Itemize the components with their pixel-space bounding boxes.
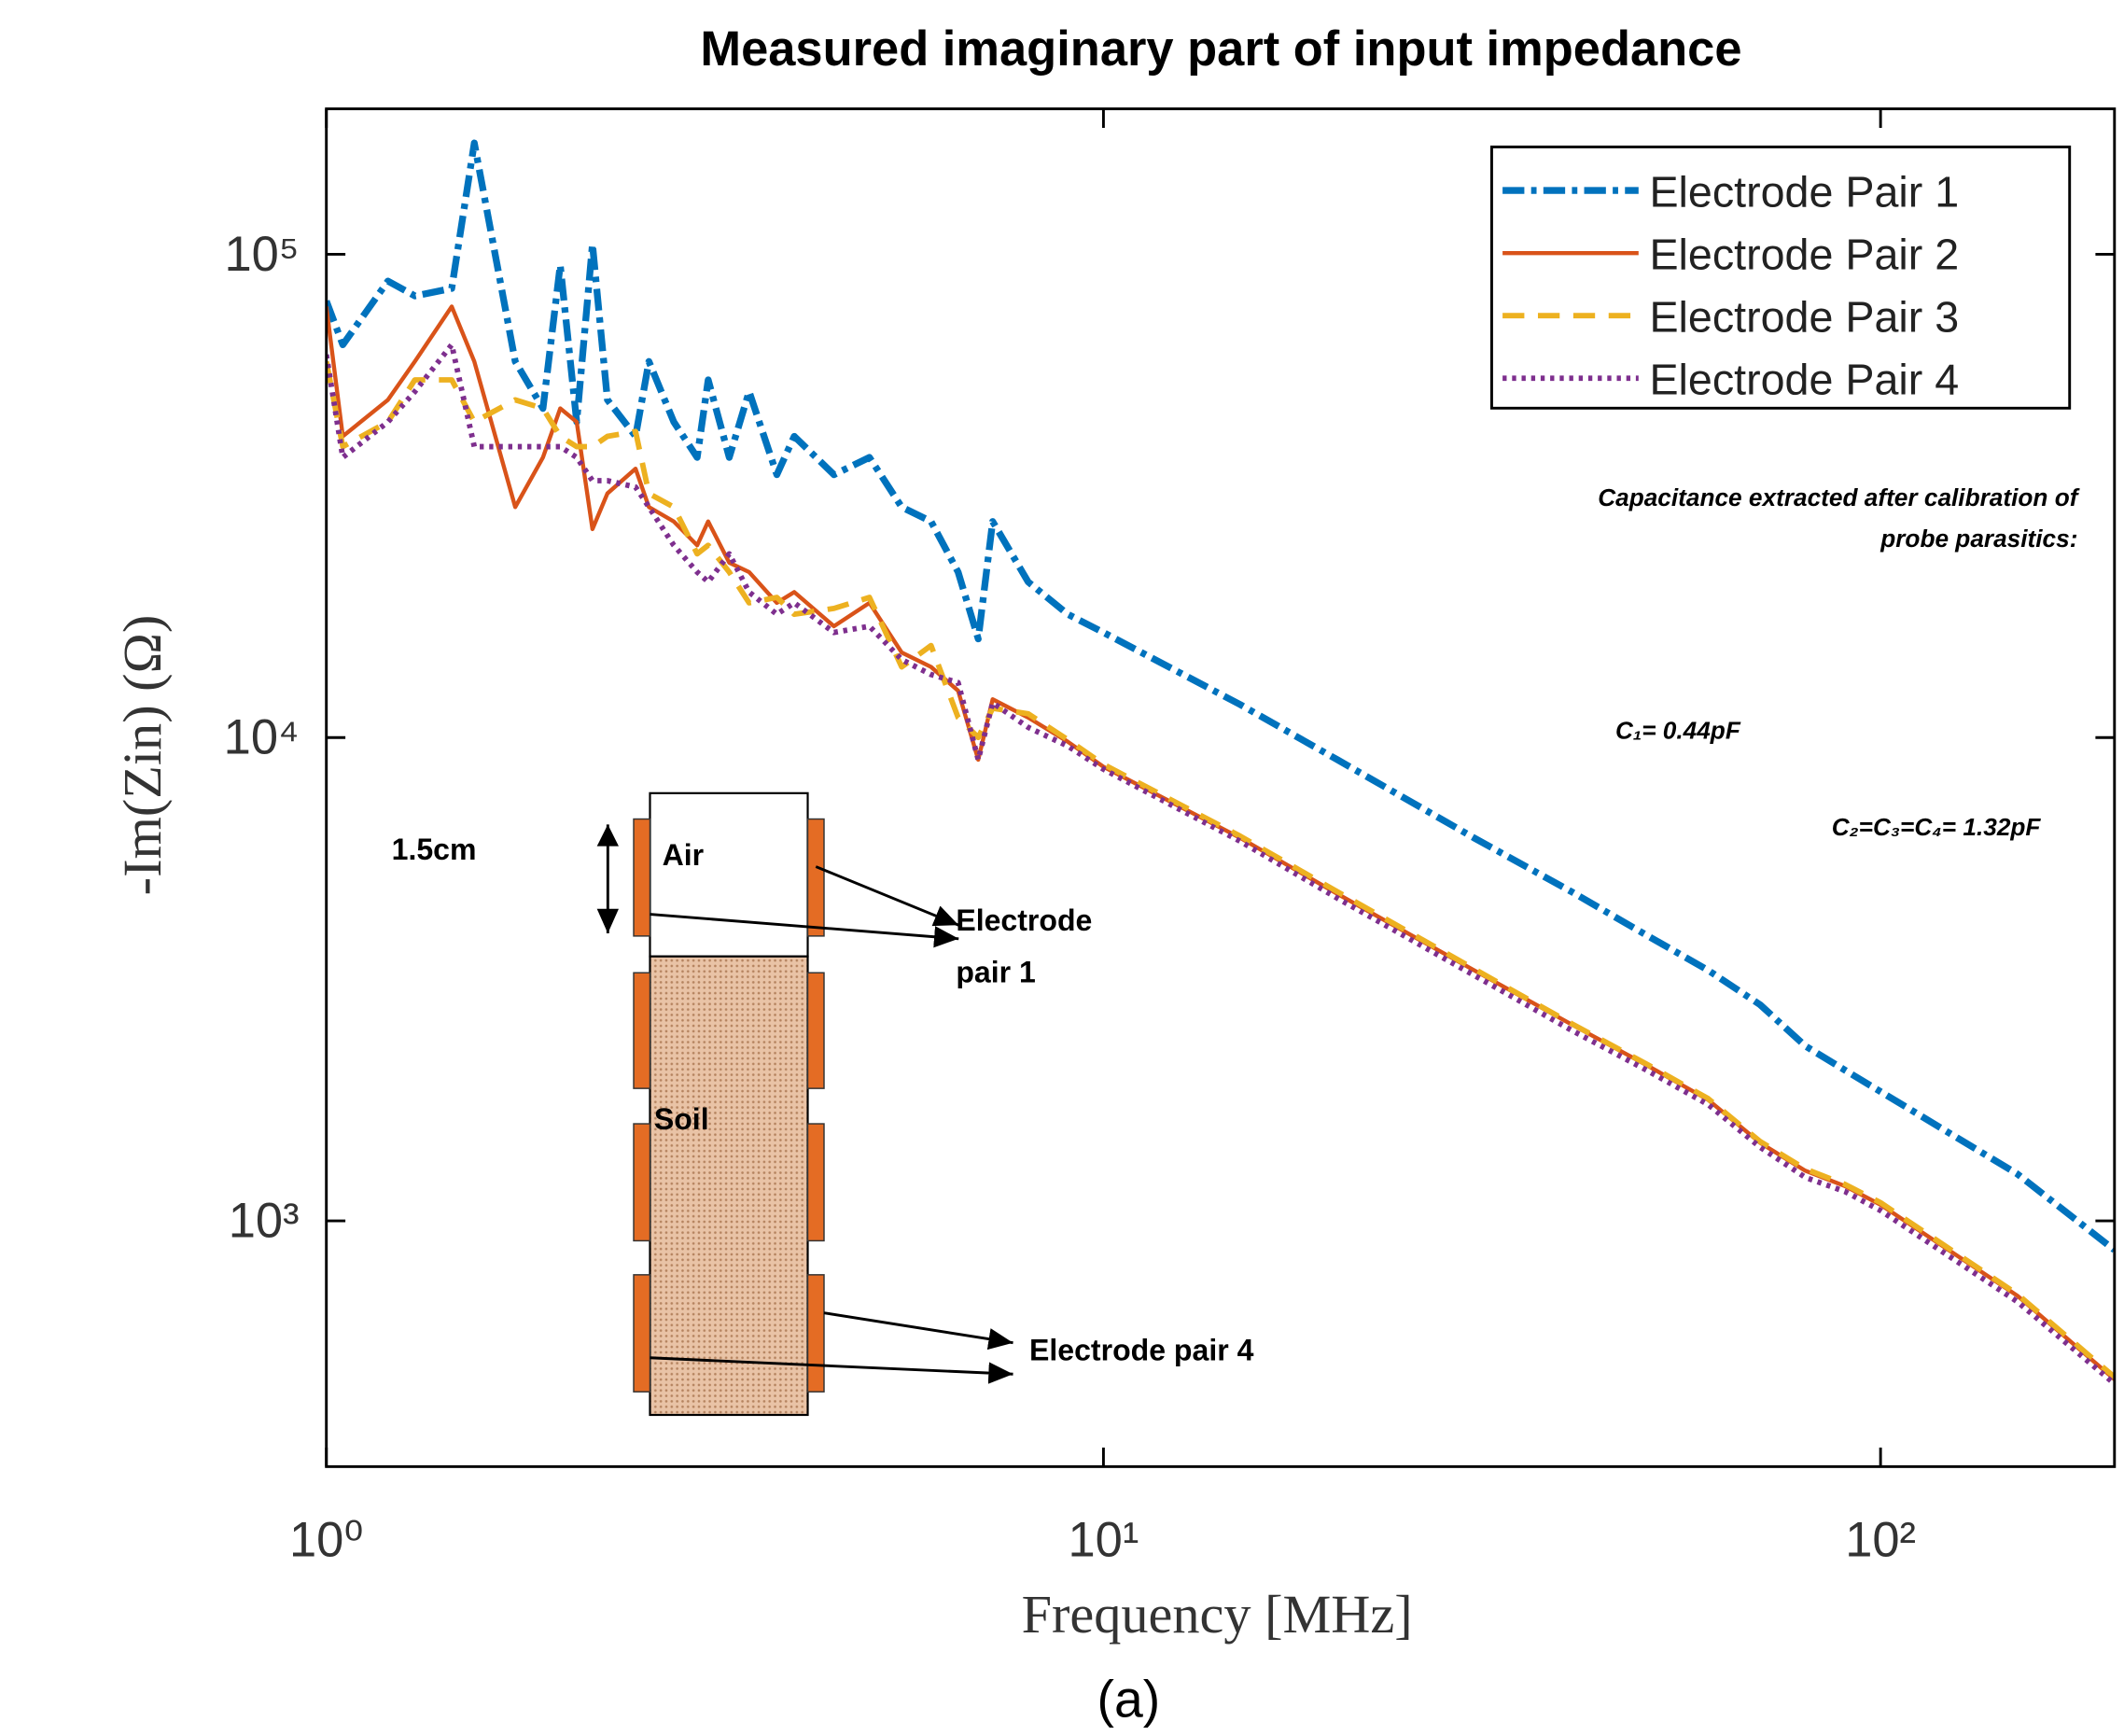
arrow	[815, 865, 959, 927]
electrode	[633, 1274, 651, 1393]
probe-diagram: 1.5cm Air Soil Electrode pair 1 Electrod…	[392, 791, 1254, 1417]
arrow	[823, 1311, 1013, 1351]
legend-label: Electrode Pair 4	[1649, 356, 1959, 404]
x-tick-label: 10²	[1845, 1514, 1916, 1568]
x-tick-label: 10⁰	[289, 1514, 363, 1568]
series-line	[326, 360, 2115, 1379]
electrode	[633, 972, 651, 1089]
y-tick-label: 10⁴	[224, 711, 300, 765]
annotation: C₂=C₃=C₄= 1.32pF	[1832, 813, 2042, 841]
electrode	[633, 1123, 651, 1242]
legend-label: Electrode Pair 1	[1649, 168, 1959, 217]
legend-label: Electrode Pair 3	[1649, 293, 1959, 342]
series-line	[326, 342, 2115, 1386]
chart-title: Measured imaginary part of input impedan…	[700, 22, 1741, 77]
electrode	[806, 972, 825, 1089]
annotation: Capacitance extracted after calibration …	[1598, 483, 2080, 511]
x-tick-label: 10¹	[1069, 1514, 1139, 1568]
electrode	[806, 1123, 825, 1242]
annotation: C₁= 0.44pF	[1615, 717, 1741, 745]
arrow	[650, 1356, 1013, 1384]
electrode	[806, 1274, 825, 1393]
soil-box	[649, 955, 809, 1417]
electrode-label: Electrode	[956, 903, 1092, 937]
legend-label: Electrode Pair 2	[1649, 231, 1959, 279]
y-axis-label: -Im(Zin) (Ω)	[112, 615, 173, 896]
axes-box	[325, 107, 2117, 1468]
y-tick-label: 10³	[229, 1195, 300, 1249]
air-box	[649, 791, 809, 958]
electrode	[633, 818, 651, 937]
scale-label: 1.5cm	[392, 833, 477, 866]
electrode-label: Electrode pair 4	[1029, 1334, 1254, 1367]
soil-label: Soil	[654, 1102, 709, 1136]
series-line	[326, 139, 2115, 1253]
air-label: Air	[663, 838, 705, 872]
y-tick-label: 10⁵	[224, 228, 299, 282]
electrode	[806, 818, 825, 937]
caption: (a)	[1097, 1671, 1161, 1729]
x-axis-label: Frequency [MHz]	[1022, 1584, 1413, 1645]
arrow	[650, 913, 959, 948]
electrode-label: pair 1	[956, 955, 1035, 988]
plot-area	[326, 139, 2115, 1386]
annotation: probe parasitics:	[1879, 525, 2077, 553]
